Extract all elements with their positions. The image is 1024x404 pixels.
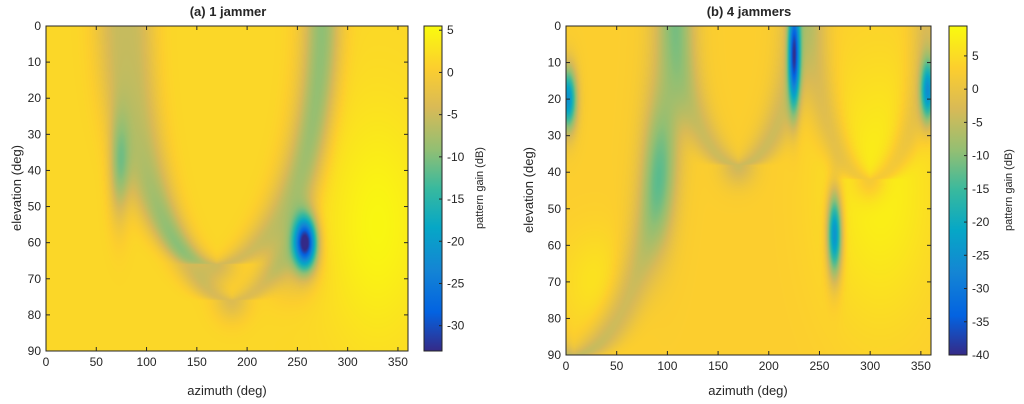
- colorbar-tick-label: -15: [447, 192, 465, 206]
- x-tick-label: 50: [610, 359, 624, 373]
- y-tick-label: 20: [28, 91, 42, 105]
- colorbar-a: [423, 25, 443, 352]
- colorbar-label-b: pattern gain (dB): [1003, 149, 1015, 231]
- colorbar-tick-label: -15: [972, 182, 990, 196]
- x-tick-label: 300: [338, 355, 358, 369]
- colorbar-tick-label: -10: [447, 150, 465, 164]
- y-tick-label: 70: [548, 275, 562, 289]
- colorbar-tick-label: -30: [447, 319, 465, 333]
- y-tick-label: 0: [34, 19, 41, 33]
- y-ticks-b: 0 10 20 30 40 50 60 70 80 90: [548, 19, 931, 362]
- x-ticks-a: 0 50 100 150 200 250 300 350: [43, 26, 408, 369]
- y-tick-label: 0: [554, 19, 561, 33]
- heatmap-b: [566, 26, 931, 355]
- y-tick-label: 60: [548, 238, 562, 252]
- chart-title-a: (a) 1 jammer: [190, 4, 267, 19]
- colorbar-b: [948, 25, 968, 356]
- chart-title-b: (b) 4 jammers: [707, 4, 792, 19]
- y-tick-label: 40: [28, 163, 42, 177]
- colorbar-label-a: pattern gain (dB): [474, 147, 486, 229]
- colorbar-tick-label: -20: [972, 215, 990, 229]
- chart-panel-b: (b) 4 jammers 0 50 100 150 200 250 300 350 0102…: [521, 4, 1015, 398]
- colorbar-tick-label: 5: [447, 23, 454, 37]
- x-tick-label: 250: [809, 359, 829, 373]
- x-tick-label: 0: [563, 359, 570, 373]
- y-tick-label: 60: [28, 236, 42, 250]
- x-tick-label: 0: [43, 355, 50, 369]
- y-tick-label: 20: [548, 92, 562, 106]
- x-tick-label: 350: [911, 359, 931, 373]
- y-axis-label-a: elevation (deg): [9, 145, 24, 231]
- colorbar-tick-label: -10: [972, 149, 990, 163]
- x-tick-label: 150: [708, 359, 728, 373]
- y-tick-label: 30: [548, 129, 562, 143]
- x-axis-label-a: azimuth (deg): [187, 383, 266, 398]
- y-tick-label: 10: [548, 56, 562, 70]
- colorbar-tick-label: -5: [972, 115, 983, 129]
- y-tick-label: 70: [28, 272, 42, 286]
- y-tick-label: 80: [28, 308, 42, 322]
- x-tick-label: 100: [657, 359, 677, 373]
- colorbar-tick-label: 0: [972, 82, 979, 96]
- x-axis-label-b: azimuth (deg): [708, 383, 787, 398]
- colorbar-tick-label: -25: [972, 248, 990, 262]
- y-tick-label: 80: [548, 311, 562, 325]
- colorbar-ticks-b: 5 0 -5 -10 -15 -20 -25 -30 -35 -40: [964, 49, 990, 362]
- colorbar-tick-label: 5: [972, 49, 979, 63]
- chart-panel-a: (a) 1 jammer 0 50 100 150 200 250 300 350 01020…: [9, 4, 486, 398]
- colorbar-tick-label: -40: [972, 348, 990, 362]
- y-tick-label: 50: [548, 202, 562, 216]
- y-axis-label-b: elevation (deg): [521, 147, 536, 233]
- y-ticks-a: 0 10 20 30 40 50 60 70 80 90: [28, 19, 408, 358]
- x-ticks-b: 0 50 100 150 200 250 300 350: [563, 26, 931, 373]
- colorbar-tick-label: -30: [972, 282, 990, 296]
- y-tick-label: 40: [548, 165, 562, 179]
- x-tick-label: 300: [860, 359, 880, 373]
- y-tick-label: 90: [28, 344, 42, 358]
- colorbar-tick-label: -5: [447, 108, 458, 122]
- colorbar-tick-label: -25: [447, 276, 465, 290]
- x-tick-label: 350: [388, 355, 408, 369]
- y-tick-label: 50: [28, 200, 42, 214]
- plot-frame-a: [45, 25, 409, 352]
- heatmap-a: [46, 26, 408, 351]
- colorbar-tick-label: -20: [447, 234, 465, 248]
- x-tick-label: 100: [137, 355, 157, 369]
- colorbar-tick-label: 0: [447, 65, 454, 79]
- x-tick-label: 50: [90, 355, 104, 369]
- colorbar-tick-label: -35: [972, 315, 990, 329]
- y-tick-label: 30: [28, 127, 42, 141]
- x-tick-label: 200: [759, 359, 779, 373]
- y-tick-label: 10: [28, 55, 42, 69]
- y-tick-label: 90: [548, 348, 562, 362]
- colorbar-ticks-a: 5 0 -5 -10 -15 -20 -25 -30: [439, 23, 465, 333]
- x-tick-label: 150: [187, 355, 207, 369]
- x-tick-label: 200: [237, 355, 257, 369]
- plot-frame-b: [565, 25, 932, 356]
- x-tick-label: 250: [287, 355, 307, 369]
